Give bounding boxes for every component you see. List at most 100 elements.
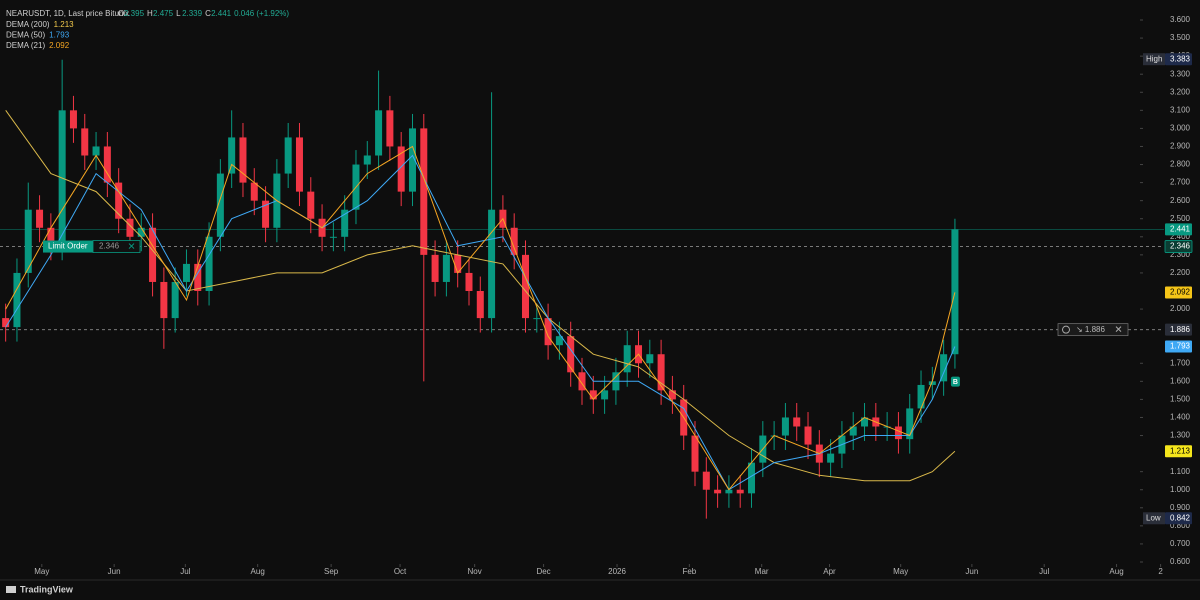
alert-value: ↘ 1.886 bbox=[1076, 325, 1105, 334]
candle-body bbox=[375, 110, 383, 156]
candle-body bbox=[329, 236, 337, 238]
y-tick-label: 2.200 bbox=[1170, 268, 1191, 277]
limit-order-value-box bbox=[92, 240, 141, 253]
price-marker-label: 2.092 bbox=[1170, 288, 1191, 297]
candle-body bbox=[725, 489, 733, 494]
indicator-name: DEMA (21) bbox=[6, 41, 45, 50]
brand-logo[interactable] bbox=[6, 586, 16, 593]
y-tick-label: 2.600 bbox=[1170, 196, 1191, 205]
marker-tag: High bbox=[1146, 54, 1162, 63]
candle-body bbox=[92, 146, 100, 156]
x-tick-label: Oct bbox=[394, 567, 407, 576]
candle-body bbox=[115, 182, 123, 219]
candle-body bbox=[928, 381, 936, 385]
dema-line bbox=[5, 145, 956, 491]
candle-body bbox=[567, 336, 575, 373]
candle-body bbox=[397, 146, 405, 192]
candle-body bbox=[589, 390, 597, 400]
candle-body bbox=[126, 218, 134, 237]
x-tick-label: Apr bbox=[823, 567, 836, 576]
y-tick-label: 2.400 bbox=[1170, 232, 1191, 241]
y-tick-label: 1.100 bbox=[1170, 467, 1191, 476]
price-marker bbox=[1164, 240, 1193, 253]
price-marker bbox=[1165, 512, 1192, 525]
limit-order-tag[interactable] bbox=[43, 240, 93, 253]
candle-body bbox=[533, 318, 541, 320]
x-tick-label: Feb bbox=[682, 567, 696, 576]
indicator-name: DEMA (50) bbox=[6, 31, 45, 40]
price-marker bbox=[1165, 340, 1192, 353]
y-tick-label: 1.300 bbox=[1170, 431, 1191, 440]
y-tick-label: 3.000 bbox=[1170, 124, 1191, 133]
candle-body bbox=[216, 173, 224, 237]
y-tick-label: 0.800 bbox=[1170, 521, 1191, 530]
x-tick-label: Aug bbox=[251, 567, 265, 576]
limit-order-close[interactable] bbox=[128, 243, 135, 249]
candle-body bbox=[194, 263, 202, 291]
ohlc-key: O bbox=[118, 9, 124, 18]
candle-body bbox=[668, 390, 676, 400]
y-tick-label: 2.700 bbox=[1170, 178, 1191, 187]
y-tick-label: 0.700 bbox=[1170, 539, 1191, 548]
y-tick-label: 1.700 bbox=[1170, 358, 1191, 367]
candle-body bbox=[601, 390, 609, 400]
candle-body bbox=[691, 435, 699, 472]
y-tick-label: 2.900 bbox=[1170, 142, 1191, 151]
candle-body bbox=[465, 272, 473, 291]
x-tick-label: May bbox=[893, 567, 908, 576]
candle-body bbox=[646, 354, 654, 364]
candle-body bbox=[714, 489, 722, 494]
candle-body bbox=[239, 137, 247, 183]
price-marker bbox=[1165, 323, 1192, 336]
candle-body bbox=[228, 137, 236, 174]
x-tick-label: Jul bbox=[180, 567, 190, 576]
candle-body bbox=[341, 209, 349, 237]
candle-body bbox=[781, 417, 789, 436]
x-tick-label: Jun bbox=[965, 567, 978, 576]
buy-marker: B bbox=[953, 379, 958, 386]
brand[interactable]: TradingView bbox=[20, 584, 74, 594]
y-tick-label: 3.300 bbox=[1170, 69, 1191, 78]
y-tick-label: 1.000 bbox=[1170, 485, 1191, 494]
candle-body bbox=[623, 345, 631, 373]
candle-body bbox=[702, 471, 710, 490]
y-tick-label: 0.600 bbox=[1170, 557, 1191, 566]
candle-body bbox=[81, 128, 89, 156]
indicator-value: 1.793 bbox=[49, 31, 70, 40]
candle-body bbox=[24, 209, 32, 273]
alert-icon bbox=[1062, 325, 1070, 334]
candle-body bbox=[917, 384, 925, 409]
price-marker bbox=[1165, 445, 1192, 458]
candle-body bbox=[657, 354, 665, 391]
x-tick-label: Aug bbox=[1109, 567, 1123, 576]
candle-body bbox=[182, 263, 190, 282]
alert-tag[interactable] bbox=[1057, 323, 1129, 337]
price-marker bbox=[1165, 223, 1192, 236]
candle-body bbox=[894, 426, 902, 440]
x-tick-label: 2026 bbox=[608, 567, 626, 576]
candle-body bbox=[951, 229, 959, 355]
candle-body bbox=[442, 254, 450, 282]
candle-body bbox=[521, 254, 529, 319]
y-tick-label: 3.600 bbox=[1170, 15, 1191, 24]
alert-close[interactable] bbox=[1115, 326, 1122, 333]
symbol: NEARUSDT, 1D, Last price Bitunix bbox=[6, 9, 129, 18]
x-tick-label: Jul bbox=[1039, 567, 1049, 576]
price-marker bbox=[1165, 286, 1192, 299]
candle-body bbox=[555, 336, 563, 346]
y-tick-label: 1.600 bbox=[1170, 376, 1191, 385]
ohlc-value: 2.395 bbox=[124, 9, 145, 18]
x-tick-label: Jun bbox=[108, 567, 121, 576]
candle-body bbox=[284, 137, 292, 174]
candle-body bbox=[386, 110, 394, 147]
y-tick-label: 1.500 bbox=[1170, 395, 1191, 404]
candle-body bbox=[149, 227, 157, 282]
price-marker bbox=[1165, 53, 1192, 66]
candle-body bbox=[69, 110, 77, 129]
marker-tag: Low bbox=[1146, 513, 1161, 522]
y-tick-label: 0.900 bbox=[1170, 503, 1191, 512]
limit-order-label: Limit Order bbox=[48, 242, 88, 251]
candle-body bbox=[295, 137, 303, 192]
price-marker-label: 0.842 bbox=[1170, 513, 1191, 522]
y-tick-label: 2.000 bbox=[1170, 304, 1191, 313]
